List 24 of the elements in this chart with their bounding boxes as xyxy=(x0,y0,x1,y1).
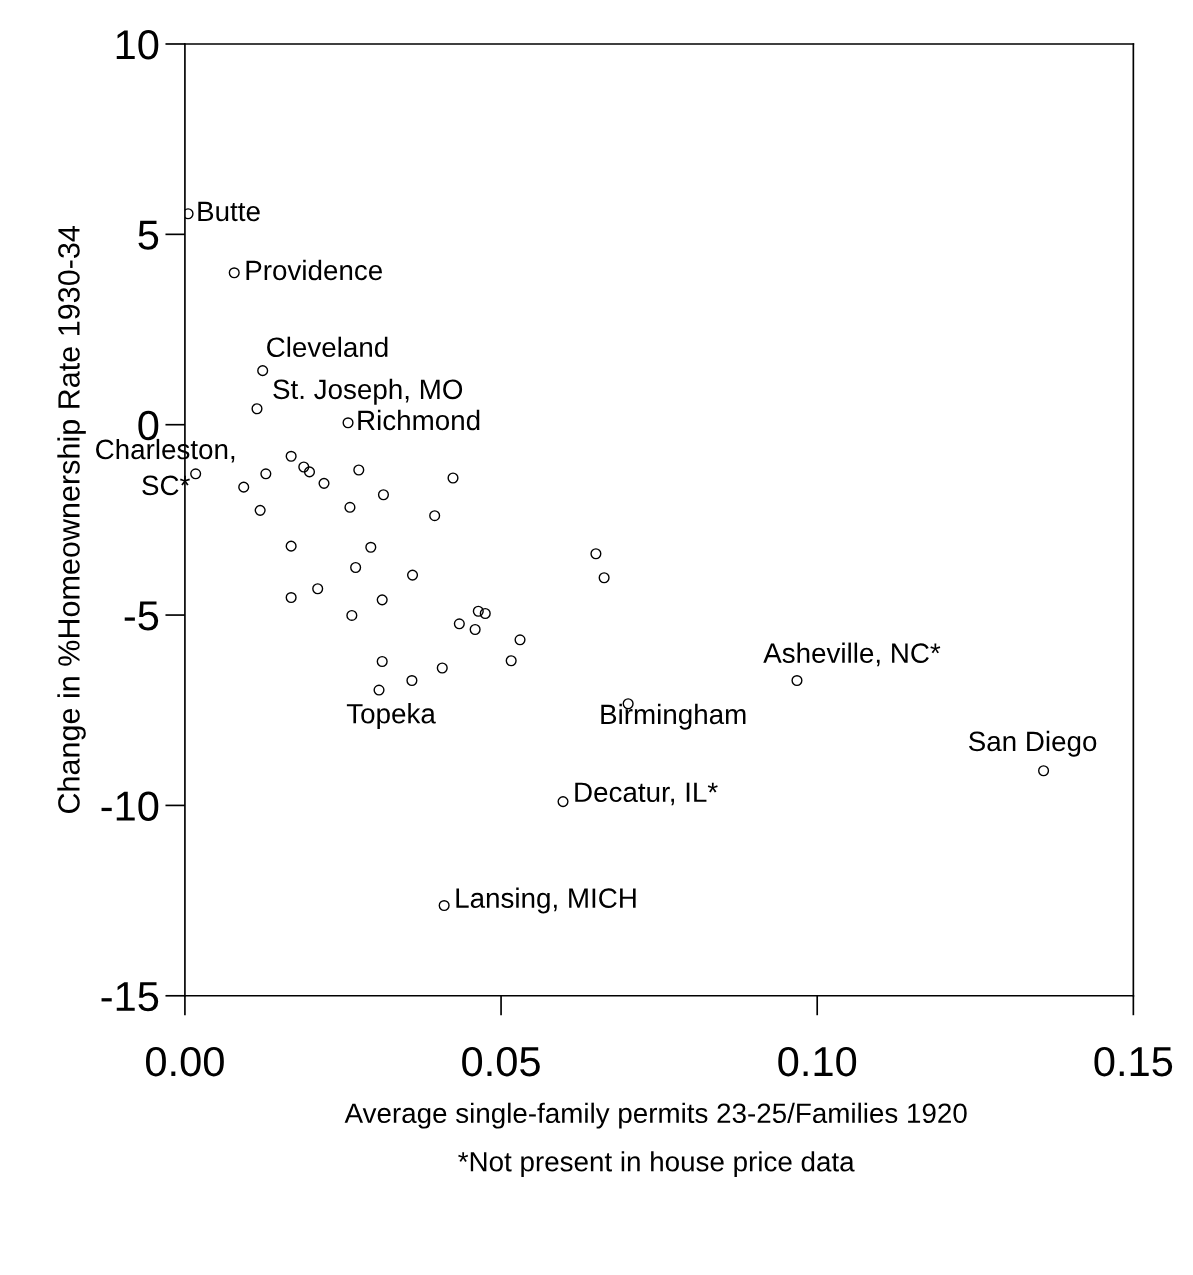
annotation: Butte xyxy=(198,201,260,222)
y-tick-label: -5 xyxy=(124,601,159,631)
annotation: Birmingham xyxy=(601,703,746,730)
annotation: Cleveland xyxy=(267,336,388,358)
y-tick-label: 10 xyxy=(116,29,159,60)
x-tick-label: 0.10 xyxy=(778,1046,857,1077)
x-tick-label: 0.15 xyxy=(1094,1046,1173,1077)
x-tick-label: 0.05 xyxy=(462,1046,540,1077)
y-tick-label: -15 xyxy=(101,982,159,1012)
annotation: Lansing, MICH xyxy=(456,887,636,914)
x-tick-label: 0.00 xyxy=(146,1046,224,1077)
y-tick-label: 0 xyxy=(138,410,159,441)
y-axis-title: Change in %Homeownership Rate 1930-34 xyxy=(57,226,86,814)
annotation: San Diego xyxy=(968,730,1097,757)
annotation: Richmond xyxy=(358,409,480,431)
text: *Not present in house price data xyxy=(458,1151,855,1178)
y-tick-label: -10 xyxy=(101,791,159,821)
annotation: St. Joseph, MO xyxy=(273,378,463,405)
annotation: Asheville, NC* xyxy=(763,642,941,667)
x-axis-title: Average single-family permits 23-25/Families 1920 xyxy=(344,1102,967,1129)
annotation: Topeka xyxy=(346,703,436,730)
y-tick-label: 5 xyxy=(138,220,159,250)
annotation: Decatur, IL* xyxy=(575,782,718,806)
annotation: Providence xyxy=(246,259,382,281)
